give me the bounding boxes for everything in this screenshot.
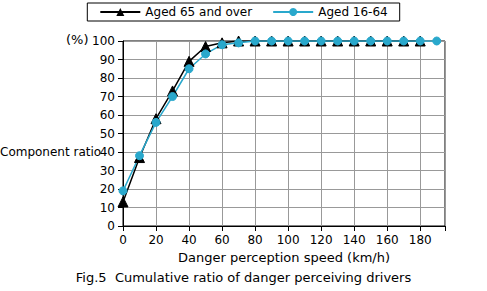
svg-text:70: 70 [100,90,115,104]
svg-text:0: 0 [107,219,115,233]
svg-text:60: 60 [100,108,115,122]
svg-text:Aged 16-64: Aged 16-64 [318,5,388,19]
svg-text:20: 20 [100,182,115,196]
svg-text:(%): (%) [66,32,89,47]
svg-text:180: 180 [409,233,432,247]
svg-text:40: 40 [100,145,115,159]
svg-text:Danger perception speed (km/h): Danger perception speed (km/h) [178,250,390,265]
svg-text:40: 40 [181,233,196,247]
svg-text:160: 160 [376,233,399,247]
svg-text:90: 90 [100,53,115,67]
svg-text:100: 100 [92,34,115,48]
svg-text:80: 80 [247,233,262,247]
svg-text:100: 100 [277,233,300,247]
svg-text:50: 50 [100,127,115,141]
svg-text:80: 80 [100,71,115,85]
svg-text:20: 20 [148,233,163,247]
svg-text:Component ratio: Component ratio [0,145,101,159]
svg-text:Aged 65 and over: Aged 65 and over [145,5,252,19]
svg-text:60: 60 [214,233,229,247]
svg-text:10: 10 [100,201,115,215]
svg-text:Fig.5 Cumulative ratio of dan: Fig.5 Cumulative ratio of danger perceiv… [76,270,412,285]
svg-text:120: 120 [310,233,333,247]
svg-text:0: 0 [119,233,127,247]
svg-text:30: 30 [100,164,115,178]
svg-text:140: 140 [343,233,366,247]
